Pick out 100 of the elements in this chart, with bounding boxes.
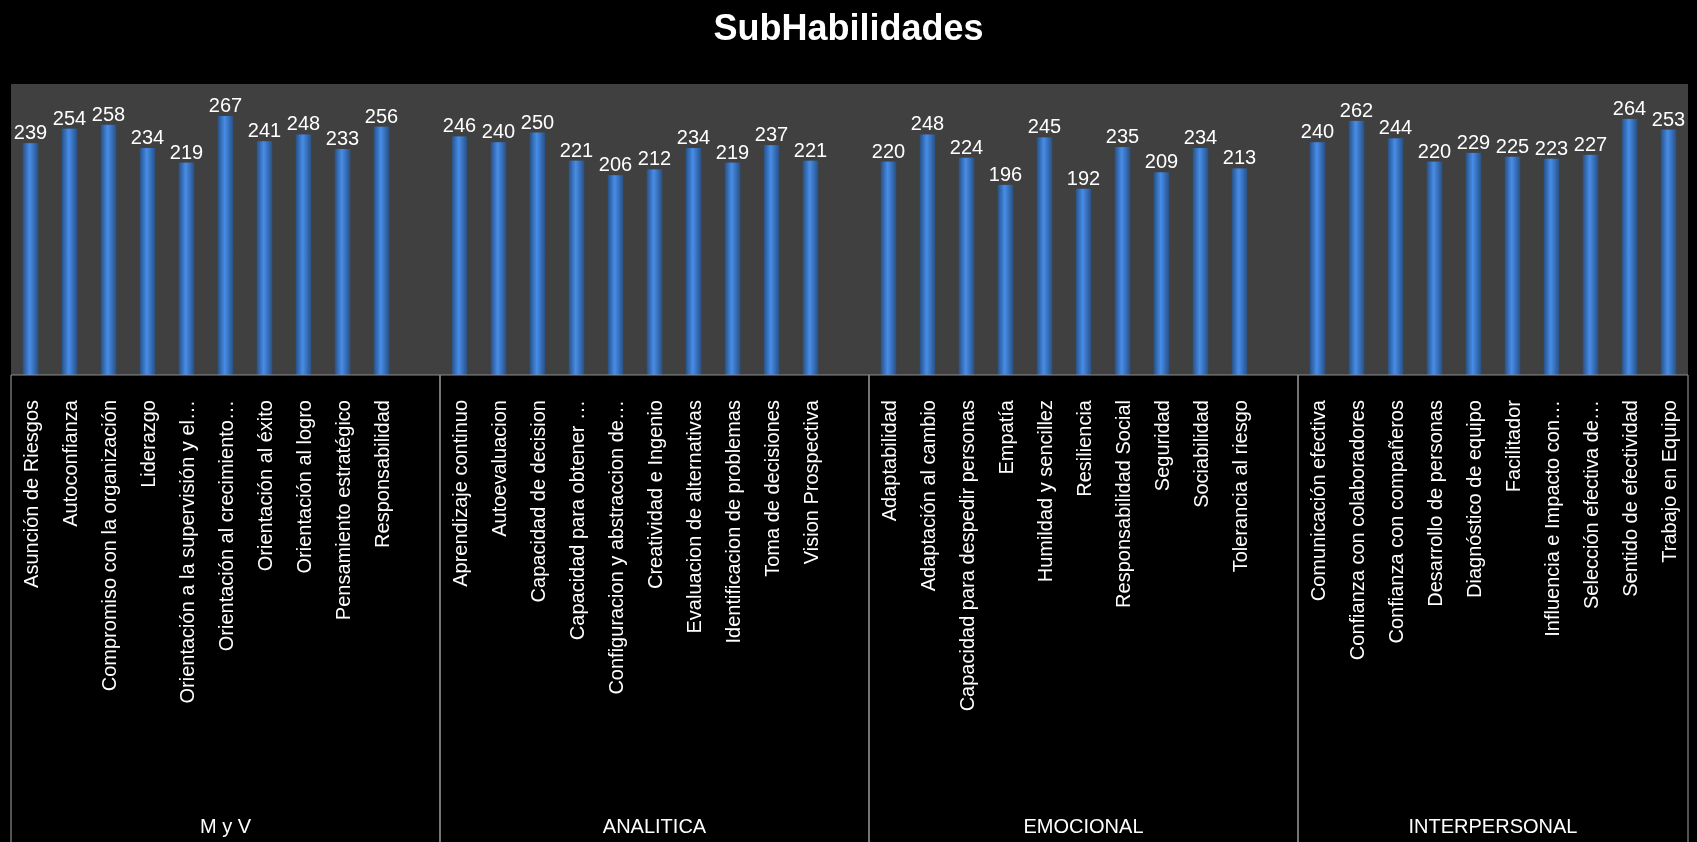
text: EMOCIONAL [1023,815,1144,837]
x-tick-label: Creatividad e Ingenio [643,400,666,590]
text: ANALITICA [602,815,707,837]
data-label: 262 [1339,98,1374,121]
bar [1231,168,1248,375]
data-label: 264 [1612,96,1647,119]
bar [1309,142,1326,375]
x-tick-label: Orientación a la supervisión y el… [175,400,198,704]
data-label: 234 [130,126,165,149]
x-tick-label: Autoevaluacion [487,400,510,537]
x-tick-label: Autoconfianza [58,399,81,527]
x-tick-label: Facilitador [1501,399,1524,493]
data-label: 229 [1456,130,1491,153]
x-tick-label: Adaptabilidad [877,400,900,522]
data-label: 221 [793,138,828,161]
data-label: 206 [598,153,633,176]
bar [1426,161,1443,375]
x-tick-label: Pensamiento estratégico [331,400,354,621]
data-label: 213 [1222,146,1257,169]
x-tick-label: Asunción de Riesgos [19,400,42,588]
data-label: 253 [1651,107,1686,130]
bar [646,169,663,375]
bar [1348,120,1365,375]
data-label: 221 [559,138,594,161]
x-tick-label: Diagnóstico de equipo [1462,400,1485,598]
bar [256,141,273,375]
text: INTERPERSONAL [1408,815,1578,837]
bar [1387,138,1404,375]
data-label: 248 [910,112,945,135]
bar [217,116,234,375]
data-label: 240 [1300,120,1335,143]
bar [451,136,468,375]
data-label: 196 [988,162,1023,185]
x-tick-label: Capacidad para despedir personas [955,400,978,712]
bar [1582,154,1599,375]
data-label: 237 [754,123,789,146]
data-label: 212 [637,147,672,170]
x-tick-label: Desarrollo de personas [1423,400,1446,607]
bar [1504,156,1521,375]
data-label: 220 [1417,139,1452,162]
data-label: 241 [247,119,282,142]
x-tick-label: Trabajo en Equipo [1657,400,1680,563]
data-label: 209 [1144,150,1179,173]
bar [1543,158,1560,375]
x-tick-label: Confianza con compañeros [1384,400,1407,644]
x-tick-label: Responsabilidad Social [1111,400,1134,608]
x-tick-label: Toma de decisiones [760,400,783,577]
data-label: 227 [1573,132,1608,155]
x-tick-label: Tolerancia al riesgo [1228,400,1251,573]
data-label: 250 [520,110,555,133]
bar [373,126,390,375]
bar [1036,137,1053,375]
x-tick-label: Empatía [994,399,1017,475]
data-label: 258 [91,102,126,125]
bar [22,143,39,375]
data-label: 219 [715,140,750,163]
data-label: 220 [871,139,906,162]
bar [1114,147,1131,375]
data-label: 234 [676,126,711,149]
data-label: 225 [1495,134,1530,157]
x-tick-label: Orientación al crecimiento… [214,400,237,652]
x-tick-label: Orientación al éxito [253,400,276,572]
chart-title: SubHabilidades [713,7,984,48]
bar [997,184,1014,375]
data-label: 254 [52,106,87,129]
x-tick-label: Confianza con colaboradores [1345,400,1368,661]
x-tick-label: Orientación al logro [292,400,315,574]
x-tick-label: Evaluacion de alternativas [682,400,705,634]
data-label: 240 [481,120,516,143]
x-tick-label: Compromiso con la organización [97,400,120,692]
bar [724,162,741,375]
bar [490,142,507,375]
bar [919,134,936,375]
x-tick-label: Sentido de efectividad [1618,400,1641,597]
bar [1153,172,1170,375]
x-tick-label: Aprendizaje continuo [448,400,471,587]
data-label: 223 [1534,136,1569,159]
bar [1465,152,1482,375]
bar [568,160,585,375]
bar [1192,148,1209,375]
bar [100,124,117,375]
x-tick-label: Capacidad de decision [526,400,549,603]
data-label: 219 [169,140,204,163]
data-label: 245 [1027,115,1062,138]
data-label: 235 [1105,125,1140,148]
x-tick-label: Liderazgo [136,400,159,488]
bar [607,175,624,375]
bar [685,148,702,375]
x-tick-label: Sociabilidad [1189,400,1212,508]
x-tick-label: Responsabilidad [370,400,393,548]
x-tick-label: Influencia e Impacto con… [1540,400,1563,637]
data-label: 256 [364,104,399,127]
bar [1660,129,1677,375]
x-tick-label: Capacidad para obtener … [565,400,588,641]
text: M y V [199,815,252,837]
bar [61,128,78,375]
x-tick-label: Selección efectiva de… [1579,400,1602,610]
data-label: 248 [286,112,321,135]
data-label: 267 [208,94,243,117]
data-label: 244 [1378,116,1413,139]
